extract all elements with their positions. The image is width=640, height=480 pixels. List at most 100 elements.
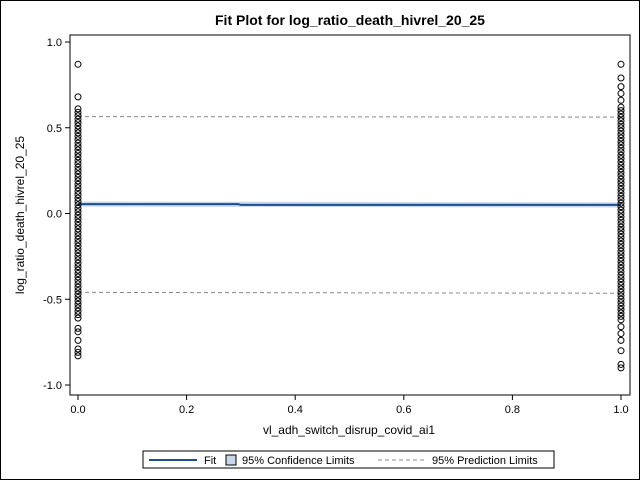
data-point xyxy=(74,252,82,260)
data-point xyxy=(617,360,625,368)
data-point xyxy=(617,254,625,262)
data-point xyxy=(617,185,625,193)
data-point xyxy=(74,256,82,264)
data-point xyxy=(74,211,82,219)
data-point xyxy=(74,297,82,305)
data-point xyxy=(617,148,625,156)
legend-prediction-label: 95% Prediction Limits xyxy=(432,455,538,467)
data-point xyxy=(617,124,625,132)
data-point xyxy=(617,144,625,152)
data-point xyxy=(617,278,625,286)
data-point xyxy=(617,261,625,269)
data-point xyxy=(74,300,82,308)
data-point xyxy=(617,175,625,183)
data-point xyxy=(617,323,625,331)
data-point xyxy=(617,292,625,300)
data-point xyxy=(74,246,82,254)
data-point xyxy=(617,302,625,310)
y-tick-label: -1.0 xyxy=(43,380,62,392)
data-point xyxy=(74,328,82,336)
x-tick-label: 0.2 xyxy=(179,404,194,416)
data-point xyxy=(617,288,625,296)
data-point xyxy=(74,115,82,123)
data-point xyxy=(617,316,625,324)
data-point xyxy=(74,105,82,113)
observations-x-0 xyxy=(74,60,82,360)
data-point xyxy=(617,110,625,118)
data-point xyxy=(617,364,625,372)
chart-title: Fit Plot for log_ratio_death_hivrel_20_2… xyxy=(215,12,485,28)
data-point xyxy=(617,155,625,163)
data-point xyxy=(617,309,625,317)
data-point xyxy=(74,197,82,205)
y-tick-label: 1.0 xyxy=(47,37,62,49)
data-point xyxy=(617,258,625,266)
y-tick-label: -0.5 xyxy=(43,294,62,306)
data-point xyxy=(617,210,625,217)
legend: Fit 95% Confidence Limits 95% Prediction L… xyxy=(142,450,555,469)
data-point xyxy=(74,232,82,240)
data-point xyxy=(617,158,625,166)
data-point xyxy=(617,161,625,169)
data-point xyxy=(74,218,82,226)
data-point xyxy=(617,230,625,238)
data-point xyxy=(74,108,82,116)
x-tick-label: 0.0 xyxy=(70,404,85,416)
data-point xyxy=(74,263,82,271)
data-point xyxy=(74,266,82,274)
data-point xyxy=(74,170,82,178)
x-tick-label: 1.0 xyxy=(613,404,628,416)
data-point xyxy=(74,136,82,144)
data-point xyxy=(617,179,625,187)
y-tick-label: 0.0 xyxy=(47,209,62,221)
data-point xyxy=(74,290,82,298)
data-point xyxy=(74,119,82,127)
data-point xyxy=(74,180,82,188)
data-point xyxy=(617,330,625,338)
data-point xyxy=(617,96,625,104)
data-point xyxy=(74,177,82,185)
data-point xyxy=(617,172,625,180)
data-point xyxy=(74,125,82,133)
data-point xyxy=(617,247,625,255)
data-point xyxy=(617,268,625,276)
data-point xyxy=(74,149,82,157)
data-point xyxy=(74,336,82,344)
data-point xyxy=(617,223,625,231)
data-point xyxy=(617,137,625,145)
data-point xyxy=(617,299,625,307)
data-point xyxy=(74,122,82,130)
data-point xyxy=(74,270,82,278)
data-point xyxy=(74,215,82,223)
plot-frame xyxy=(69,34,631,396)
data-point xyxy=(74,112,82,120)
data-point xyxy=(617,251,625,259)
legend-fit-label: Fit xyxy=(204,455,216,467)
data-point xyxy=(617,107,625,115)
data-point xyxy=(74,163,82,171)
data-point xyxy=(74,143,82,151)
data-point xyxy=(74,294,82,302)
data-point xyxy=(617,131,625,139)
data-point xyxy=(74,287,82,295)
data-point xyxy=(617,336,625,344)
data-point xyxy=(74,167,82,175)
data-point xyxy=(617,271,625,279)
legend-confidence-label: 95% Confidence Limits xyxy=(242,455,355,467)
plot-area xyxy=(69,34,631,396)
data-point xyxy=(74,146,82,154)
data-point xyxy=(74,235,82,243)
data-point xyxy=(617,264,625,272)
data-point xyxy=(74,173,82,181)
data-point xyxy=(74,222,82,230)
data-point xyxy=(617,240,625,248)
fit-line xyxy=(78,203,621,206)
data-point xyxy=(74,352,82,360)
data-point xyxy=(617,199,625,207)
data-point xyxy=(617,60,625,68)
data-point xyxy=(74,249,82,257)
data-point xyxy=(74,184,82,192)
data-point xyxy=(617,312,625,320)
data-point xyxy=(617,103,625,111)
